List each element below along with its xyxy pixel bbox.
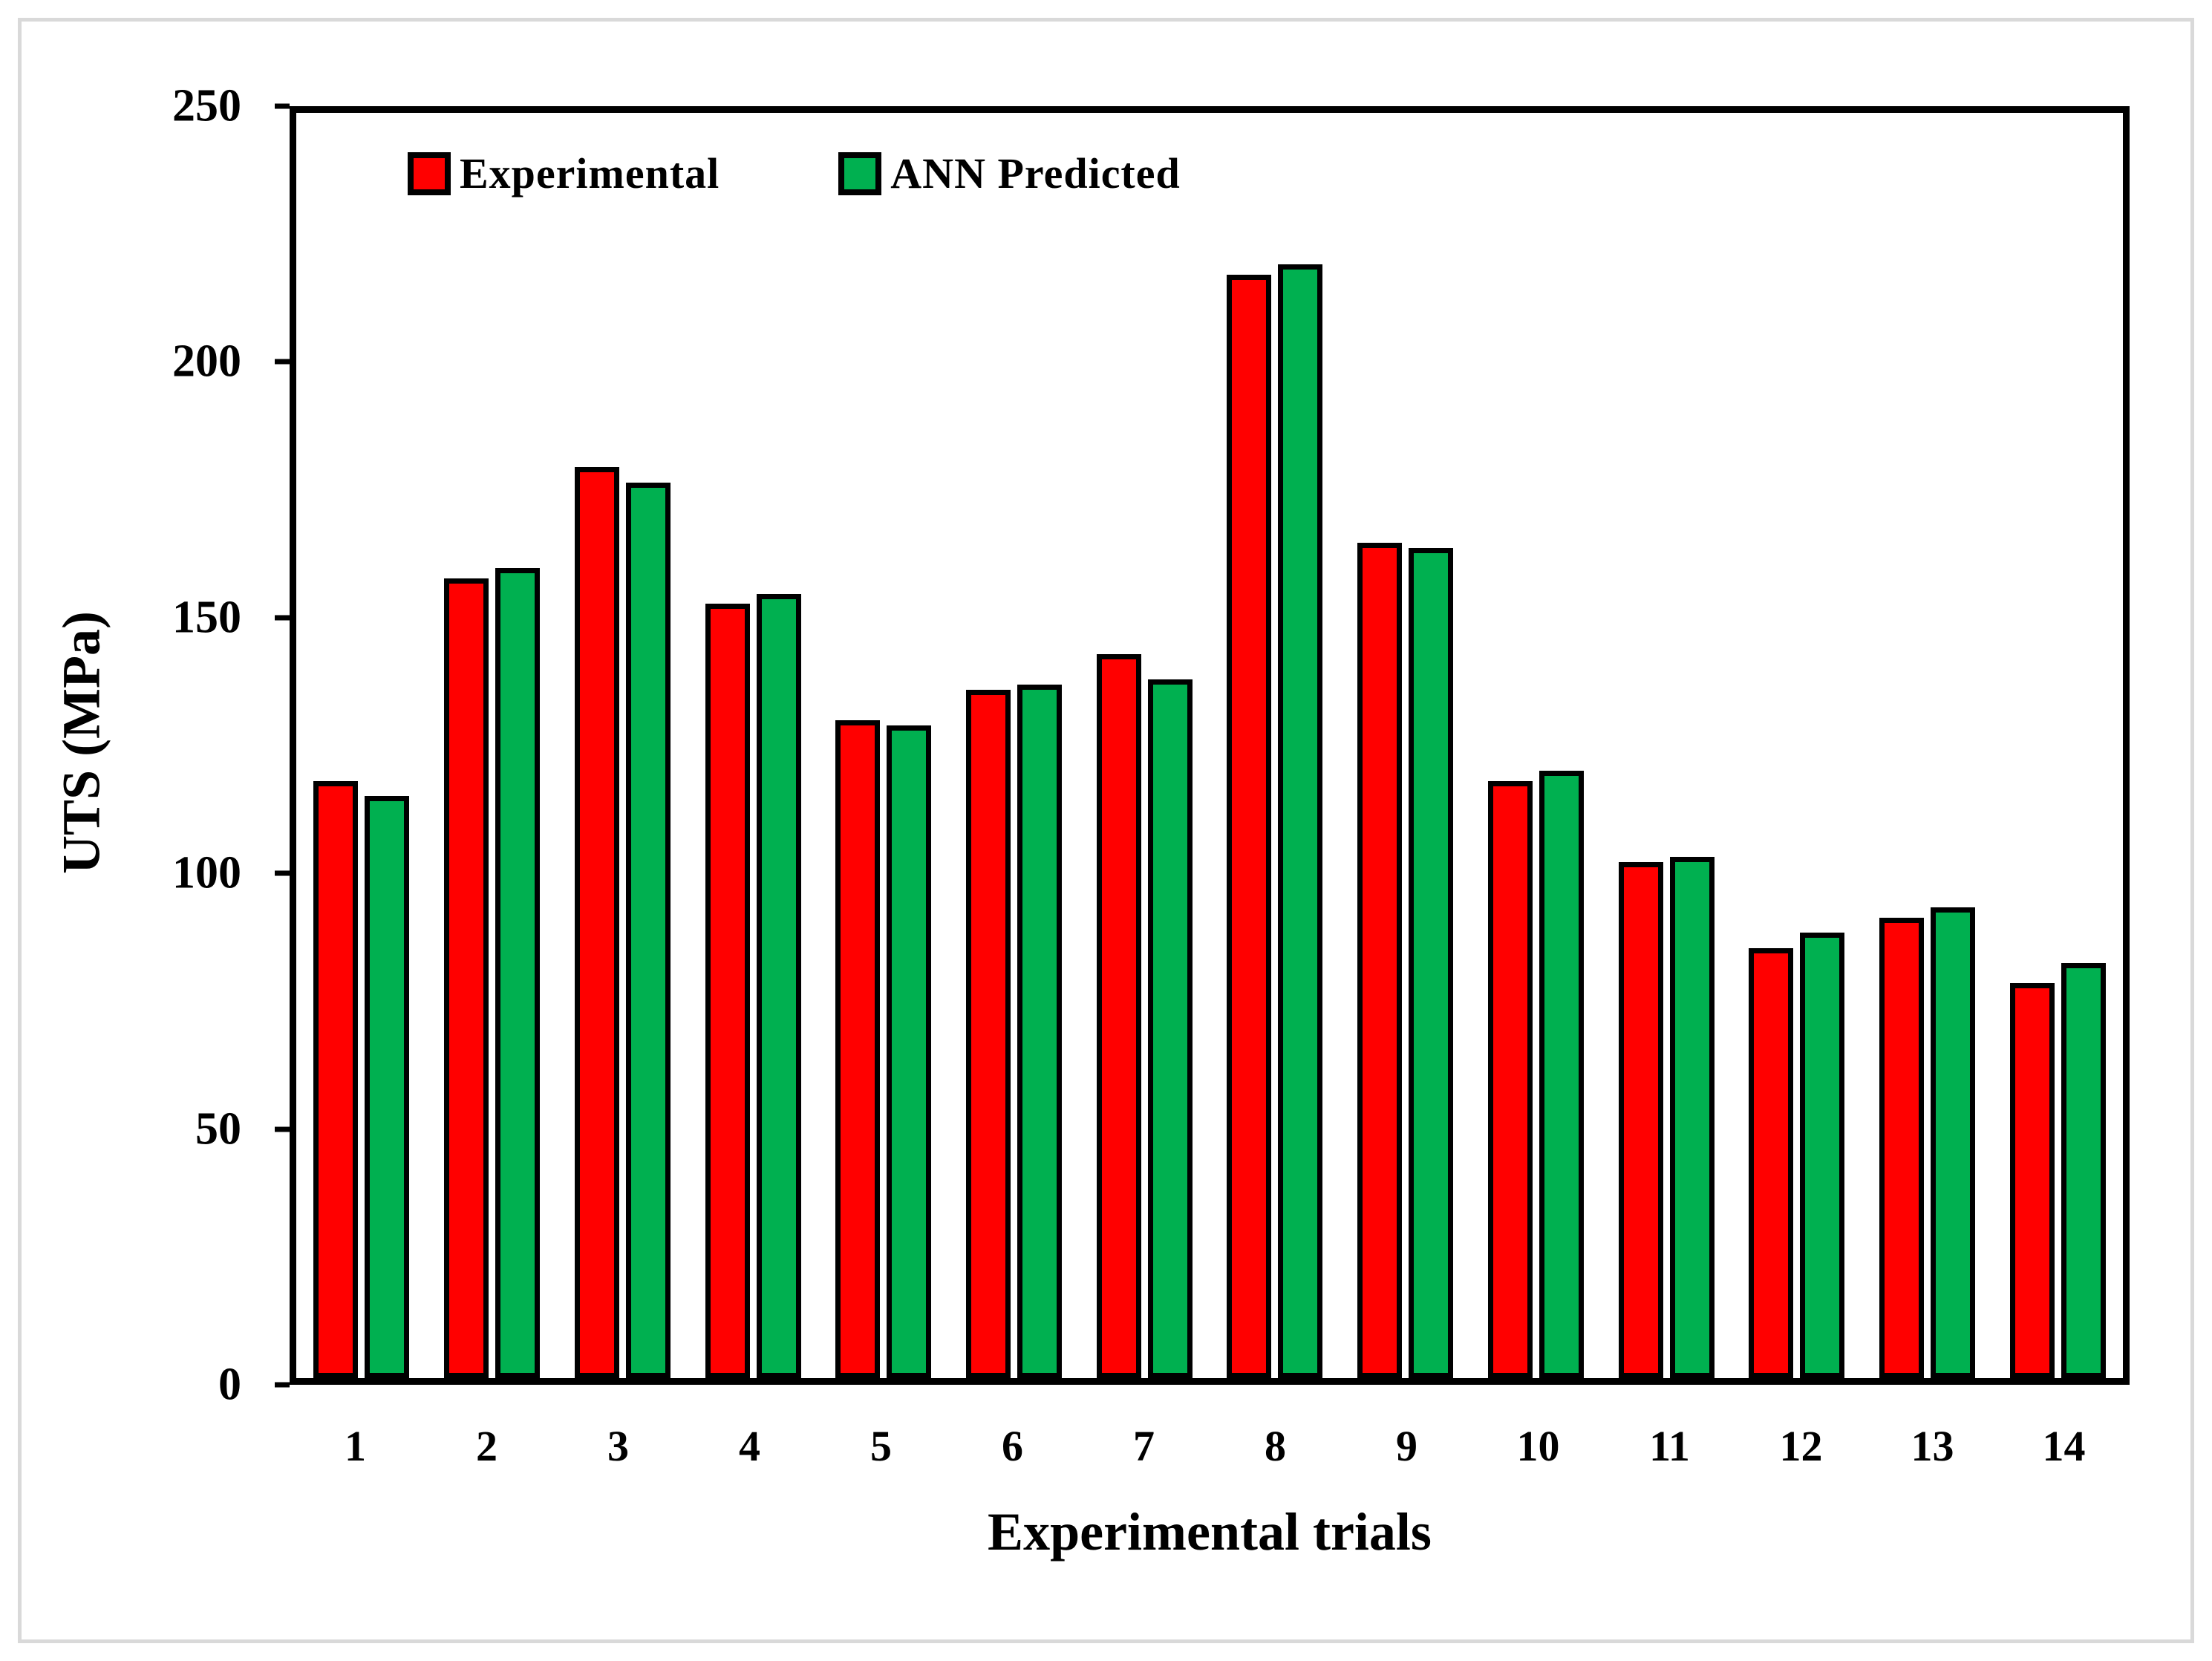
y-axis-ticks: [267, 103, 290, 1388]
x-tick-label-7: 7: [1133, 1422, 1155, 1470]
y-tick-label-50: 50: [195, 1103, 241, 1155]
y-tick-label-100: 100: [172, 847, 241, 898]
bar-experimental-9: [1357, 543, 1403, 1378]
x-tick-label-12: 12: [1779, 1422, 1823, 1470]
bar-group-7: [1079, 113, 1210, 1378]
legend-label-ann-predicted: ANN Predicted: [890, 149, 1181, 198]
bar-group-11: [1601, 113, 1732, 1378]
legend-swatch-experimental: [408, 151, 451, 195]
bar-group-14: [1992, 113, 2123, 1378]
legend-swatch-ann-predicted: [838, 151, 882, 195]
x-axis-title: Experimental trials: [988, 1502, 1432, 1562]
bar-group-1: [296, 113, 427, 1378]
y-tick-mark-50: [275, 1126, 290, 1132]
legend-label-experimental: Experimental: [460, 149, 720, 198]
bar-experimental-4: [705, 604, 750, 1378]
bar-group-9: [1340, 113, 1471, 1378]
bar-ann-predicted-5: [887, 725, 932, 1378]
bar-ann-predicted-14: [2061, 963, 2106, 1378]
bar-experimental-3: [574, 467, 619, 1378]
legend-item-ann-predicted: ANN Predicted: [838, 149, 1180, 198]
y-tick-mark-100: [275, 870, 290, 876]
bar-experimental-1: [313, 780, 359, 1378]
bar-group-12: [1732, 113, 1862, 1378]
y-tick-label-250: 250: [172, 80, 241, 131]
x-tick-label-3: 3: [607, 1422, 629, 1470]
legend: Experimental ANN Predicted: [408, 149, 1181, 198]
x-tick-label-6: 6: [1002, 1422, 1023, 1470]
bar-group-4: [688, 113, 818, 1378]
bar-ann-predicted-13: [1930, 907, 1975, 1378]
bar-experimental-13: [1879, 917, 1924, 1378]
bar-ann-predicted-2: [495, 568, 541, 1378]
bar-group-5: [818, 113, 949, 1378]
bar-group-6: [949, 113, 1080, 1378]
x-tick-label-2: 2: [476, 1422, 497, 1470]
bar-experimental-5: [835, 719, 881, 1378]
x-tick-label-11: 11: [1649, 1422, 1690, 1470]
bar-experimental-8: [1227, 275, 1272, 1378]
bar-experimental-11: [1618, 861, 1663, 1378]
y-tick-label-150: 150: [172, 592, 241, 643]
bar-group-13: [1862, 113, 1993, 1378]
x-tick-label-14: 14: [2042, 1422, 2086, 1470]
bar-group-10: [1470, 113, 1601, 1378]
y-tick-mark-250: [275, 103, 290, 109]
bar-experimental-7: [1096, 654, 1141, 1378]
x-tick-label-4: 4: [739, 1422, 760, 1470]
bar-ann-predicted-3: [625, 482, 671, 1378]
plot-area: Experimental ANN Predicted: [290, 106, 2130, 1385]
bar-ann-predicted-1: [365, 796, 410, 1378]
bar-experimental-10: [1487, 780, 1533, 1378]
bar-ann-predicted-11: [1669, 856, 1715, 1378]
x-tick-labels: 1 2 3 4 5 6 7 8 9 10 11 12 13 14: [290, 1414, 2130, 1478]
x-tick-label-8: 8: [1265, 1422, 1286, 1470]
bar-ann-predicted-6: [1017, 685, 1062, 1378]
bar-group-2: [427, 113, 558, 1378]
bar-experimental-12: [1749, 947, 1794, 1378]
bar-ann-predicted-9: [1409, 548, 1454, 1378]
bar-experimental-2: [444, 578, 489, 1378]
x-tick-label-9: 9: [1396, 1422, 1417, 1470]
y-tick-mark-200: [275, 359, 290, 365]
x-tick-label-5: 5: [870, 1422, 892, 1470]
x-tick-label-10: 10: [1516, 1422, 1560, 1470]
bar-experimental-6: [965, 690, 1011, 1378]
x-tick-label-13: 13: [1911, 1422, 1954, 1470]
y-tick-label-0: 0: [218, 1359, 241, 1410]
bar-experimental-14: [2009, 983, 2055, 1378]
y-tick-mark-0: [275, 1382, 290, 1388]
bar-group-8: [1210, 113, 1340, 1378]
bar-ann-predicted-4: [756, 593, 801, 1378]
bar-ann-predicted-8: [1278, 264, 1323, 1378]
bar-groups: [296, 113, 2123, 1378]
bar-ann-predicted-12: [1800, 933, 1845, 1378]
bar-ann-predicted-7: [1147, 679, 1193, 1378]
x-tick-label-1: 1: [345, 1422, 366, 1470]
bar-group-3: [557, 113, 688, 1378]
legend-item-experimental: Experimental: [408, 149, 720, 198]
y-tick-mark-150: [275, 615, 290, 621]
y-tick-label-200: 200: [172, 336, 241, 387]
y-axis-labels: 0 50 100 150 200 250: [0, 81, 264, 1410]
bar-ann-predicted-10: [1539, 771, 1584, 1378]
